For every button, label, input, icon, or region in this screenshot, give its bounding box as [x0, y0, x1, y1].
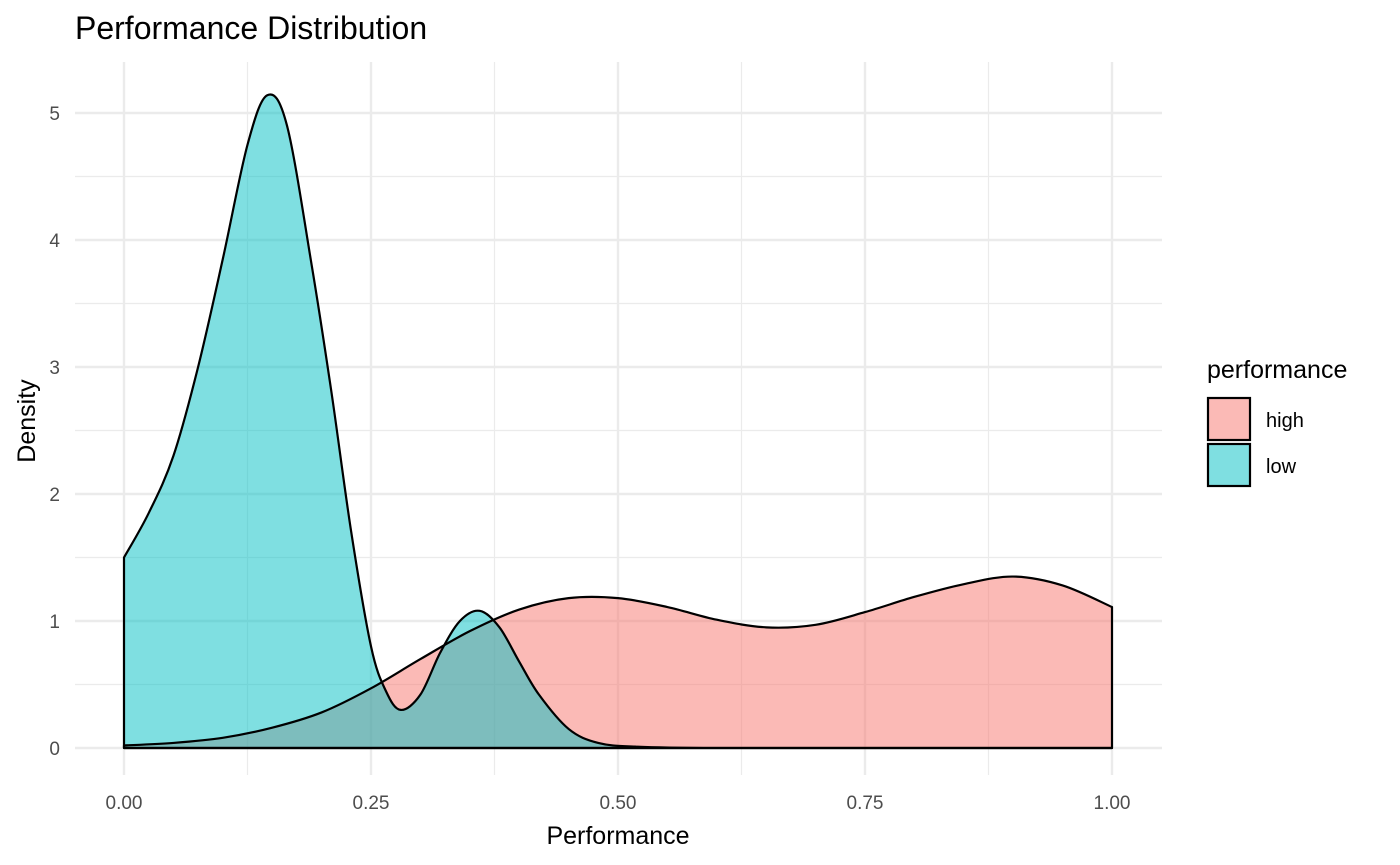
chart-title: Performance Distribution	[75, 10, 427, 46]
x-tick-label: 0.00	[106, 793, 143, 814]
y-axis-title: Density	[13, 379, 41, 463]
density-outline-high	[122, 575, 1114, 750]
density-outline-low	[122, 93, 1114, 750]
density-areas	[122, 93, 1114, 750]
y-tick-label: 4	[49, 231, 60, 252]
x-axis-title: Performance	[546, 822, 689, 850]
y-tick-label: 2	[49, 485, 60, 506]
legend-label-low: low	[1266, 456, 1297, 478]
y-tick-label: 1	[49, 612, 60, 633]
y-tick-label: 0	[49, 739, 60, 760]
x-axis-ticks: 0.00 0.25 0.50 0.75 1.00	[106, 793, 1131, 814]
y-tick-label: 3	[49, 358, 60, 379]
y-tick-label: 5	[49, 104, 60, 125]
legend-swatch-high	[1206, 396, 1252, 442]
x-tick-label: 0.75	[847, 793, 884, 814]
legend-label-high: high	[1266, 410, 1304, 432]
x-tick-label: 0.50	[600, 793, 637, 814]
x-tick-label: 0.25	[353, 793, 390, 814]
y-axis-ticks: 0 1 2 3 4 5	[49, 104, 60, 760]
density-area-low	[124, 94, 1112, 749]
legend-swatch-low	[1206, 442, 1252, 488]
legend: performance high low	[1206, 356, 1347, 488]
x-tick-label: 1.00	[1094, 793, 1131, 814]
legend-title: performance	[1207, 356, 1347, 384]
